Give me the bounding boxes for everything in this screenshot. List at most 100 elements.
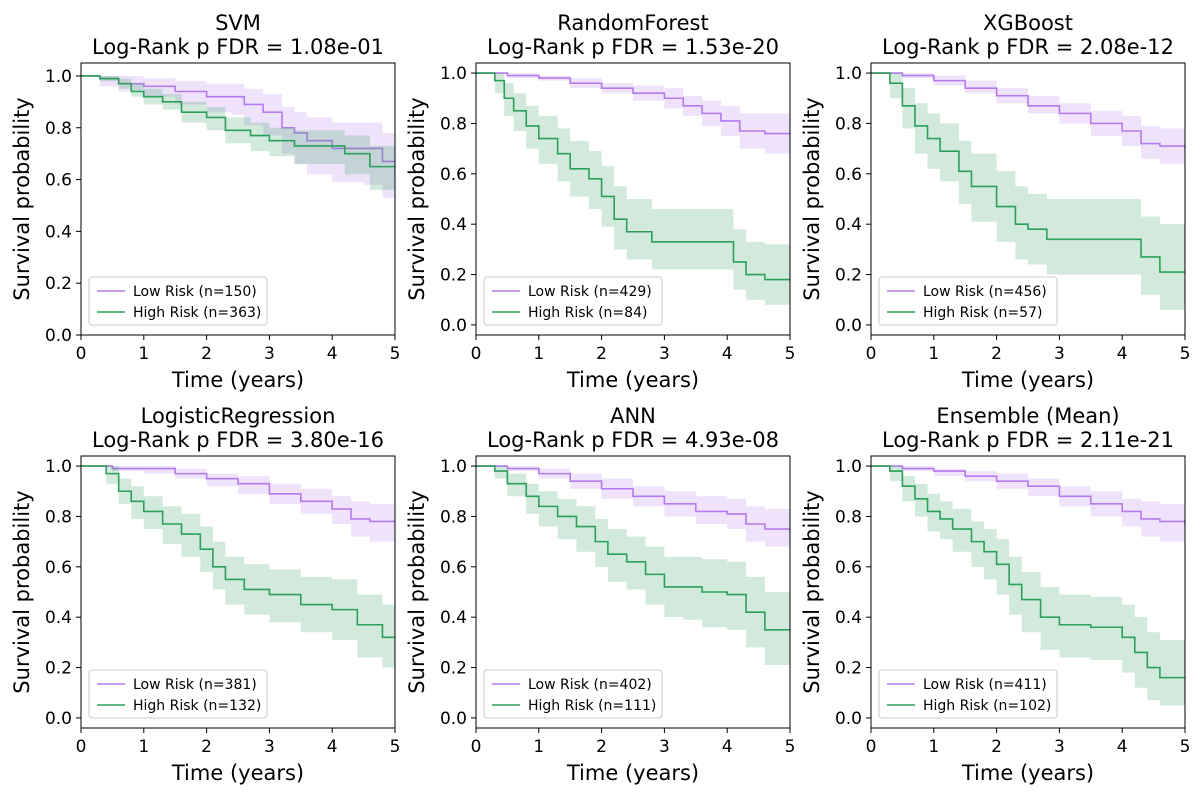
panel-title: LogisticRegression [141, 404, 336, 428]
x-tick-label: 4 [327, 737, 338, 757]
x-tick-label: 5 [785, 344, 796, 364]
legend-box [483, 669, 663, 719]
x-tick-label: 1 [928, 737, 939, 757]
y-tick-label: 1.0 [835, 64, 862, 84]
high-risk-legend-label: High Risk (n=111) [528, 698, 656, 714]
y-tick-label: 0.0 [45, 326, 72, 346]
axes-frame [475, 62, 791, 336]
y-tick-label: 0.4 [45, 608, 72, 628]
axes-frame [80, 62, 396, 336]
y-tick-label: 0.8 [835, 507, 862, 527]
x-tick-label: 3 [1054, 344, 1065, 364]
x-tick-label: 0 [866, 344, 877, 364]
low-risk-ci-band [81, 466, 395, 542]
plot-area [81, 75, 395, 198]
high-risk-curve [81, 465, 395, 639]
low-risk-ci-band [871, 73, 1185, 167]
axes-frame [870, 455, 1186, 729]
x-tick-label: 0 [471, 737, 482, 757]
legend-box [878, 669, 1058, 719]
x-tick-label: 2 [201, 737, 212, 757]
x-tick-label: 4 [722, 344, 733, 364]
legend-box [878, 276, 1058, 326]
y-tick-label: 1.0 [45, 67, 72, 87]
high-risk-curve [476, 465, 790, 631]
x-tick-label: 0 [471, 344, 482, 364]
y-tick-label: 0.8 [45, 507, 72, 527]
low-risk-curve [476, 465, 790, 532]
x-tick-label: 3 [659, 737, 670, 757]
y-tick-label: 0.4 [440, 215, 467, 235]
x-tick-label: 4 [722, 737, 733, 757]
panel-subtitle: Log-Rank p FDR = 1.53e-20 [487, 35, 779, 59]
x-axis-label: Time (years) [171, 368, 304, 392]
low-risk-legend-label: Low Risk (n=429) [528, 284, 652, 300]
x-tick-label: 1 [533, 737, 544, 757]
panel-subtitle: Log-Rank p FDR = 2.08e-12 [882, 35, 1174, 59]
legend: Low Risk (n=429) High Risk (n=84) [483, 276, 663, 326]
panel-subtitle: Log-Rank p FDR = 1.08e-01 [92, 35, 384, 59]
y-tick-label: 0.0 [45, 709, 72, 729]
x-axis-label: Time (years) [566, 368, 699, 392]
panel-title: Ensemble (Mean) [936, 404, 1119, 428]
legend: Low Risk (n=456) High Risk (n=57) [878, 276, 1058, 326]
x-tick-label: 1 [533, 344, 544, 364]
high-risk-legend-label: High Risk (n=102) [923, 698, 1051, 714]
x-tick-label: 2 [201, 344, 212, 364]
low-risk-legend-label: Low Risk (n=150) [133, 284, 257, 300]
y-tick-label: 0.0 [835, 316, 862, 336]
panel-title: SVM [215, 11, 261, 35]
legend: Low Risk (n=381) High Risk (n=132) [88, 669, 268, 719]
y-axis-label: Survival probability [800, 490, 824, 693]
axes-frame [80, 455, 396, 729]
y-tick-label: 1.0 [440, 64, 467, 84]
y-tick-label: 0.8 [440, 507, 467, 527]
y-tick-label: 0.8 [45, 119, 72, 139]
y-tick-label: 0.0 [440, 709, 467, 729]
y-tick-label: 0.6 [440, 558, 467, 578]
high-risk-curve [871, 72, 1185, 273]
x-tick-label: 0 [76, 737, 87, 757]
x-tick-label: 3 [1054, 737, 1065, 757]
x-tick-label: 2 [596, 344, 607, 364]
y-axis-label: Survival probability [10, 490, 34, 693]
panel-title: XGBoost [983, 11, 1073, 35]
low-risk-curve [871, 465, 1185, 524]
high-risk-curve [476, 72, 790, 281]
axes-frame [870, 62, 1186, 336]
y-tick-label: 0.6 [45, 558, 72, 578]
y-tick-label: 0.2 [440, 659, 467, 679]
high-risk-curve [81, 75, 395, 170]
high-risk-ci-band [871, 466, 1185, 706]
y-tick-label: 0.6 [45, 171, 72, 191]
y-tick-label: 0.4 [440, 608, 467, 628]
x-tick-label: 4 [1117, 737, 1128, 757]
low-risk-legend-label: Low Risk (n=381) [133, 677, 257, 693]
y-axis-label: Survival probability [10, 97, 34, 300]
y-tick-label: 0.4 [835, 215, 862, 235]
y-axis-label: Survival probability [800, 97, 824, 300]
high-risk-curve [871, 465, 1185, 679]
x-tick-label: 5 [390, 737, 401, 757]
km-panel-6: Ensemble (Mean)Log-Rank p FDR = 2.11e-21… [800, 404, 1190, 785]
y-tick-label: 0.2 [45, 659, 72, 679]
x-tick-label: 2 [991, 344, 1002, 364]
x-tick-label: 5 [1180, 344, 1191, 364]
panel-title: RandomForest [557, 11, 708, 35]
x-axis-label: Time (years) [566, 761, 699, 785]
axes-frame [475, 455, 791, 729]
legend: Low Risk (n=150) High Risk (n=363) [88, 276, 268, 326]
y-tick-label: 0.4 [45, 222, 72, 242]
legend-box [88, 276, 268, 326]
x-tick-label: 4 [327, 344, 338, 364]
y-tick-label: 0.0 [835, 709, 862, 729]
high-risk-ci-band [476, 466, 790, 666]
plot-area [871, 465, 1185, 706]
x-tick-label: 1 [928, 344, 939, 364]
x-tick-label: 5 [785, 737, 796, 757]
